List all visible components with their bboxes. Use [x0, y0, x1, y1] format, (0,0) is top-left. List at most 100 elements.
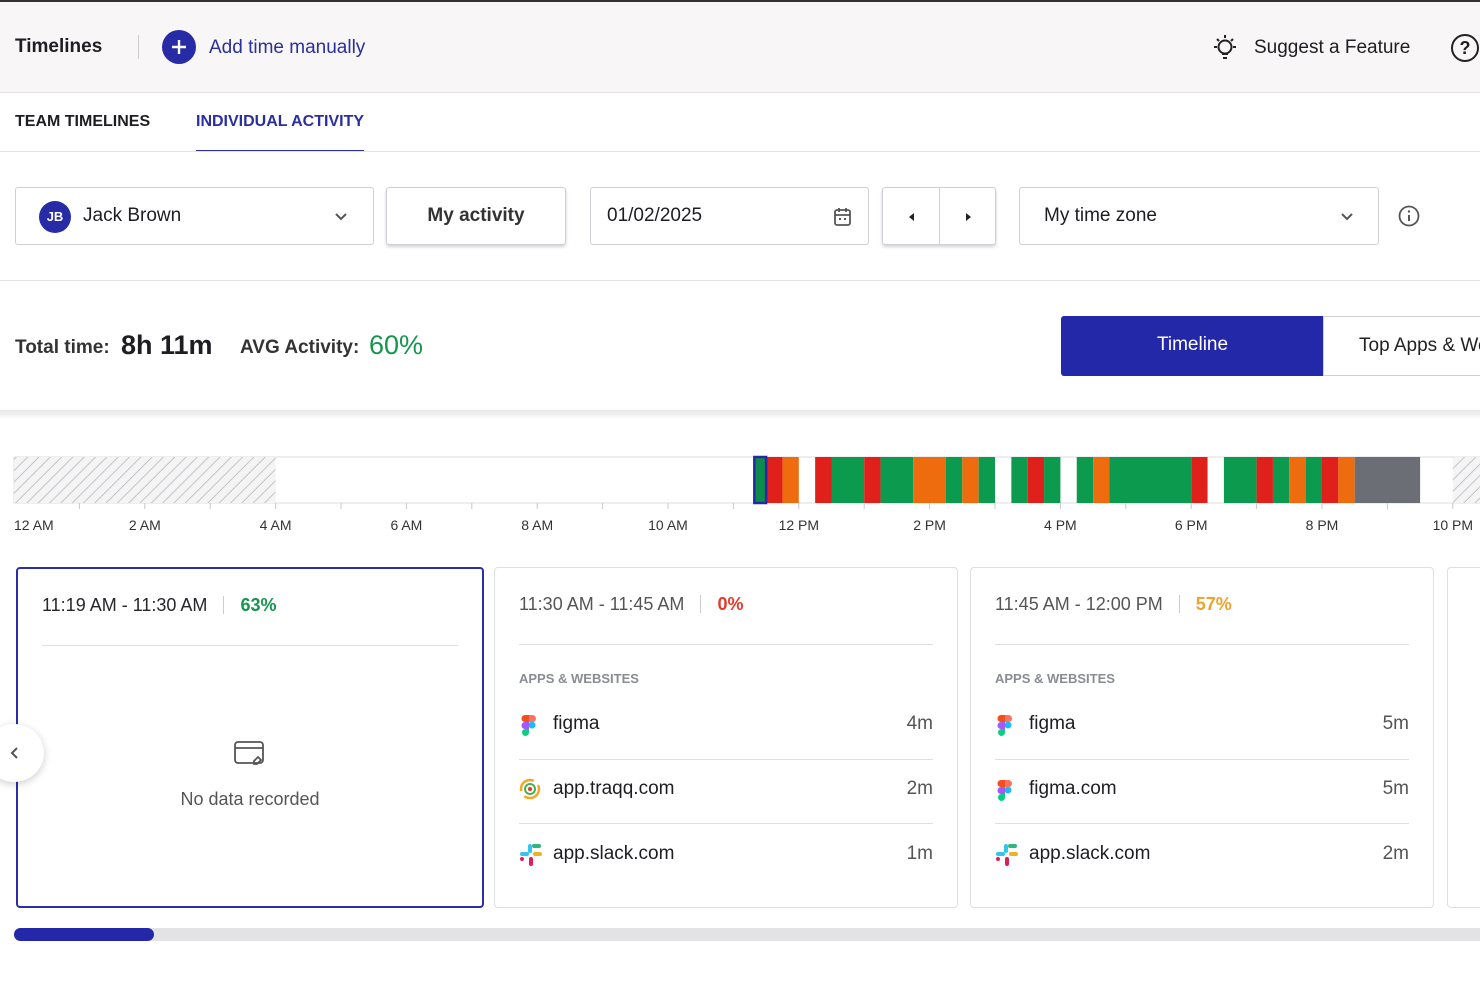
card-time: 11:30 AM - 11:45 AM: [519, 594, 684, 615]
chevron: [1340, 210, 1354, 224]
activity-segment[interactable]: [1224, 457, 1257, 503]
section-label: APPS & WEBSITES: [995, 671, 1115, 686]
scrollbar[interactable]: [14, 928, 1480, 941]
activity-segment[interactable]: [913, 457, 946, 503]
app-duration: 1m: [907, 843, 933, 865]
bulb-icon[interactable]: [1209, 32, 1241, 64]
offline-range: [14, 457, 276, 503]
activity-card[interactable]: 11:45 AM - 12:00 PM57% APPS & WEBSITES f…: [970, 567, 1434, 908]
app-row: figma5m: [995, 707, 1409, 741]
info-icon[interactable]: [1398, 205, 1420, 227]
prev-day[interactable]: [905, 210, 919, 224]
timeline: 12 AM2 AM4 AM6 AM8 AM10 AM12 PM2 PM4 PM6…: [0, 450, 1480, 540]
app-name: figma: [553, 713, 599, 735]
tick-label: 12 PM: [779, 517, 819, 533]
divider: [0, 280, 1480, 281]
card-activity: 0%: [717, 594, 743, 615]
day-nav: [882, 187, 996, 245]
activity-card[interactable]: 11:19 AM - 11:30 AM 63% No data recorded: [16, 567, 484, 908]
card-time: 11:19 AM - 11:30 AM: [42, 595, 207, 616]
activity-segment[interactable]: [832, 457, 865, 503]
app-duration: 2m: [1383, 843, 1409, 865]
user-select[interactable]: JB Jack Brown: [15, 187, 374, 245]
no-data-icon: [233, 739, 267, 769]
header: Timelines Add time manually Suggest a Fe…: [0, 0, 1480, 93]
no-data: No data recorded: [18, 789, 482, 810]
app-row: app.slack.com 2m: [995, 837, 1409, 871]
page-title: Timelines: [15, 36, 102, 58]
tab-active[interactable]: INDIVIDUAL ACTIVITY: [196, 113, 364, 152]
activity-segment[interactable]: [1109, 457, 1191, 503]
tick-label: 2 AM: [129, 517, 161, 533]
activity-segment[interactable]: [1306, 457, 1322, 503]
activity-segment[interactable]: [754, 457, 766, 503]
scroll-thumb[interactable]: [14, 928, 154, 941]
activity-segment[interactable]: [1273, 457, 1289, 503]
tick-label: 10 PM: [1433, 517, 1473, 533]
help-button[interactable]: ?: [1451, 34, 1479, 62]
calendar-icon: [833, 207, 853, 227]
activity-segment[interactable]: [815, 457, 831, 503]
app-name: app.slack.com: [553, 843, 674, 865]
next-day[interactable]: [961, 210, 975, 224]
total-time: 8h 11m: [121, 330, 213, 361]
activity-segment[interactable]: [962, 457, 978, 503]
timezone-select[interactable]: My time zone: [1019, 187, 1379, 245]
add-time-link[interactable]: Add time manually: [209, 37, 365, 59]
tick-label: 6 PM: [1175, 517, 1208, 533]
activity-segment[interactable]: [782, 457, 798, 503]
divider: [0, 410, 1480, 418]
app-duration: 5m: [1383, 778, 1409, 800]
user-name: Jack Brown: [83, 205, 181, 227]
section-label: APPS & WEBSITES: [519, 671, 639, 686]
card-time: 11:45 AM - 12:00 PM: [995, 594, 1163, 615]
activity-segment[interactable]: [766, 457, 782, 503]
app-name: app.traqq.com: [553, 778, 674, 800]
activity-segment[interactable]: [1338, 457, 1354, 503]
my-activity-button[interactable]: My activity: [386, 187, 566, 245]
view-timeline[interactable]: Timeline: [1061, 316, 1324, 376]
activity-segment[interactable]: [1322, 457, 1338, 503]
date: 01/02/2025: [607, 205, 702, 227]
activity-segment[interactable]: [1028, 457, 1044, 503]
add-icon[interactable]: [162, 30, 196, 64]
tick-label: 12 AM: [14, 517, 54, 533]
app-duration: 4m: [907, 713, 933, 735]
offline-range: [1453, 457, 1480, 503]
tab[interactable]: TEAM TIMELINES: [15, 113, 150, 131]
separator: [138, 35, 139, 59]
app-duration: 5m: [1383, 713, 1409, 735]
date-picker[interactable]: 01/02/2025: [590, 187, 869, 245]
activity-segment[interactable]: [946, 457, 962, 503]
avg-activity: 60%: [369, 330, 423, 361]
activity-segment[interactable]: [1257, 457, 1273, 503]
activity-card[interactable]: 11:30 AM - 11:45 AM 0% APPS & WEBSITES fi…: [494, 567, 958, 908]
tick-label: 8 AM: [521, 517, 553, 533]
activity-segment[interactable]: [1289, 457, 1305, 503]
chevron: [334, 210, 348, 224]
activity-segment[interactable]: [1011, 457, 1027, 503]
app-row: app.slack.com 1m: [519, 837, 933, 871]
activity-segment[interactable]: [1077, 457, 1093, 503]
activity-segment[interactable]: [1355, 457, 1420, 503]
app-name: app.slack.com: [1029, 843, 1150, 865]
activity-segment[interactable]: [979, 457, 995, 503]
tick-label: 2 PM: [913, 517, 946, 533]
avatar: JB: [39, 201, 71, 233]
tick-label: 6 AM: [390, 517, 422, 533]
app-row: figma 4m: [519, 707, 933, 741]
avg-label: AVG Activity:: [240, 337, 359, 359]
activity-card[interactable]: [1447, 567, 1480, 908]
activity-segment[interactable]: [1044, 457, 1060, 503]
view-top-apps[interactable]: Top Apps & Websites: [1323, 316, 1480, 376]
activity-segment[interactable]: [1191, 457, 1207, 503]
suggest-feature[interactable]: Suggest a Feature: [1254, 37, 1410, 59]
tick-label: 4 AM: [260, 517, 292, 533]
app-name: figma.com: [1029, 778, 1117, 800]
activity-segment[interactable]: [864, 457, 880, 503]
total-label: Total time:: [15, 337, 110, 359]
activity-segment[interactable]: [881, 457, 914, 503]
card-activity: 63%: [240, 595, 276, 616]
activity-segment[interactable]: [1093, 457, 1109, 503]
